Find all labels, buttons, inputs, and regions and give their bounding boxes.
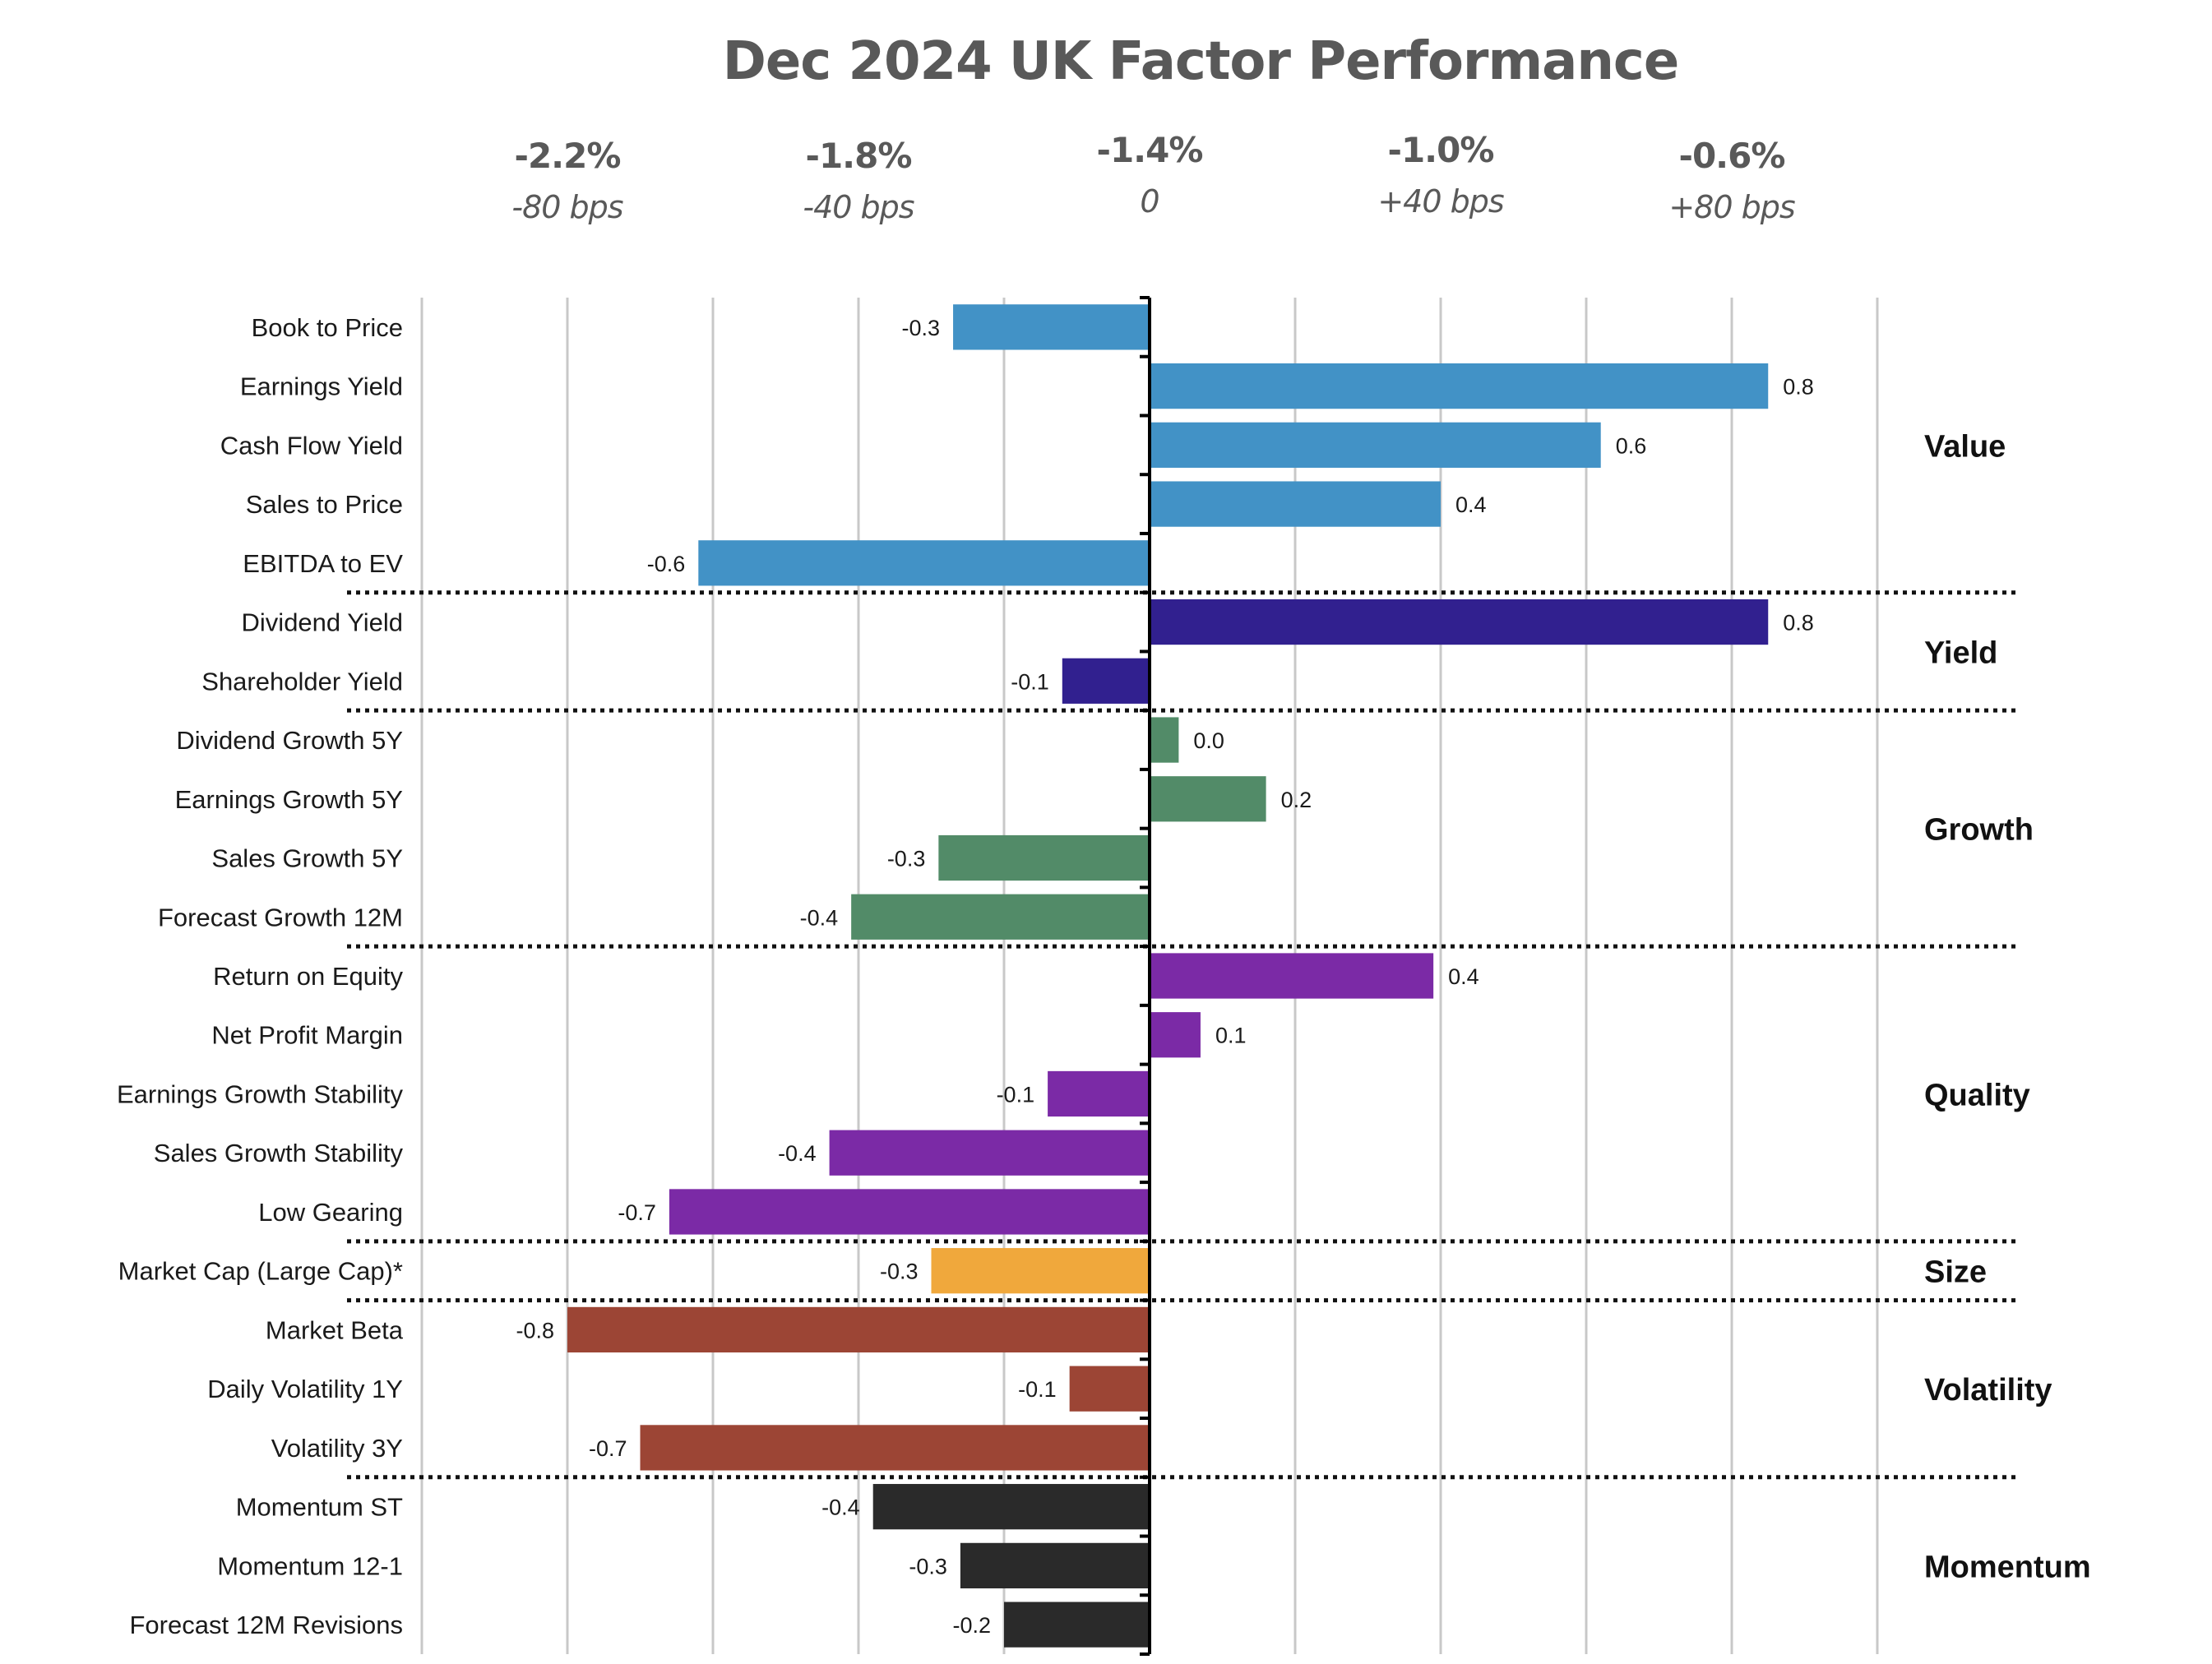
bar — [1150, 481, 1441, 527]
data-label: 0.4 — [1448, 964, 1479, 989]
bar — [640, 1425, 1150, 1471]
category-label: Net Profit Margin — [211, 1021, 403, 1050]
category-label: Cash Flow Yield — [220, 431, 403, 460]
top-scale-bps-label: +40 bps — [1377, 183, 1504, 220]
bar — [1069, 1366, 1150, 1412]
data-label: -0.7 — [589, 1436, 627, 1461]
data-label: 0.0 — [1193, 728, 1224, 753]
group-label: Volatility — [1924, 1373, 2052, 1407]
top-scale-tick: -1.8% -40 bps — [735, 136, 982, 225]
category-label: Forecast 12M Revisions — [129, 1611, 403, 1639]
data-label: 0.2 — [1281, 788, 1312, 812]
top-scale-bps-label: -40 bps — [803, 189, 914, 225]
bar — [1004, 1602, 1150, 1648]
group-label: Size — [1924, 1255, 1987, 1290]
data-label: -0.4 — [800, 905, 839, 930]
category-label: Momentum ST — [236, 1493, 403, 1522]
bar — [829, 1130, 1150, 1176]
category-label: Market Beta — [266, 1315, 404, 1344]
bar — [1150, 953, 1434, 999]
top-scale-pct-label: -1.4% — [1096, 130, 1204, 170]
bar — [1048, 1070, 1150, 1117]
bar — [960, 1542, 1150, 1589]
bar — [953, 304, 1150, 350]
bar — [851, 894, 1150, 940]
data-label: 0.6 — [1616, 433, 1647, 458]
top-scale-pct-label: -2.2% — [514, 136, 622, 176]
category-label: Return on Equity — [213, 962, 403, 991]
data-label: -0.1 — [997, 1082, 1035, 1107]
category-label: Sales Growth Stability — [154, 1139, 404, 1167]
data-label: -0.3 — [880, 1260, 919, 1284]
data-label: -0.1 — [1011, 669, 1049, 694]
category-label: Shareholder Yield — [201, 667, 403, 696]
chart-title: Dec 2024 UK Factor Performance — [722, 31, 1680, 92]
data-label: 0.4 — [1455, 492, 1487, 517]
category-label: Market Cap (Large Cap)* — [118, 1257, 403, 1286]
group-label: Yield — [1924, 636, 1997, 670]
data-label: 0.1 — [1215, 1024, 1247, 1048]
bar — [698, 540, 1150, 586]
top-scale-pct-label: -1.0% — [1387, 130, 1495, 170]
top-scale-tick: -2.2% -80 bps — [444, 136, 691, 225]
data-label: -0.7 — [618, 1200, 656, 1225]
bar — [1150, 599, 1769, 645]
bar — [1150, 776, 1266, 822]
top-scale-bps-label: 0 — [1140, 183, 1159, 220]
group-label: Growth — [1924, 813, 2034, 848]
bar — [872, 1484, 1150, 1530]
bar — [1150, 1012, 1201, 1058]
category-label: Sales to Price — [246, 490, 403, 519]
top-scale-bps-label: +80 bps — [1668, 189, 1795, 225]
bar — [931, 1248, 1150, 1294]
category-label: EBITDA to EV — [243, 549, 403, 578]
bar — [938, 834, 1150, 881]
top-scale-pct-label: -0.6% — [1678, 136, 1786, 176]
bar — [1150, 363, 1769, 409]
top-scale-pct-label: -1.8% — [805, 136, 913, 176]
data-label: 0.8 — [1783, 375, 1814, 400]
category-label: Earnings Yield — [240, 372, 403, 401]
data-label: 0.8 — [1783, 611, 1814, 636]
category-label: Sales Growth 5Y — [211, 844, 403, 873]
data-label: -0.8 — [516, 1318, 554, 1343]
top-scale-tick: -1.4% 0 — [1026, 130, 1273, 220]
category-label: Dividend Yield — [242, 608, 403, 637]
top-scale-bps-label: -80 bps — [511, 189, 623, 225]
data-label: -0.3 — [902, 316, 941, 340]
bar — [669, 1189, 1150, 1235]
data-label: -0.3 — [887, 847, 926, 871]
data-label: -0.4 — [821, 1495, 860, 1520]
category-label: Dividend Growth 5Y — [176, 726, 403, 755]
data-label: -0.1 — [1018, 1377, 1057, 1402]
group-label: Value — [1924, 429, 2006, 464]
top-scale-tick: -0.6% +80 bps — [1608, 136, 1855, 225]
data-label: -0.2 — [952, 1613, 991, 1638]
category-label: Earnings Growth Stability — [117, 1079, 404, 1108]
bar — [1062, 658, 1150, 704]
top-scale-tick: -1.0% +40 bps — [1317, 130, 1564, 220]
category-label: Forecast Growth 12M — [158, 903, 403, 931]
bar — [1150, 717, 1179, 763]
category-label: Volatility 3Y — [271, 1434, 403, 1463]
bar — [1150, 422, 1601, 468]
group-label: Quality — [1924, 1078, 2030, 1112]
data-label: -0.3 — [909, 1554, 947, 1578]
data-label: -0.6 — [647, 552, 686, 576]
category-label: Earnings Growth 5Y — [175, 785, 403, 814]
bar — [567, 1306, 1150, 1353]
category-label: Low Gearing — [258, 1198, 403, 1227]
data-label: -0.4 — [778, 1141, 817, 1166]
group-label: Momentum — [1924, 1550, 2091, 1584]
category-label: Daily Volatility 1Y — [207, 1375, 403, 1403]
category-label: Book to Price — [252, 313, 403, 342]
category-label: Momentum 12-1 — [217, 1551, 403, 1580]
